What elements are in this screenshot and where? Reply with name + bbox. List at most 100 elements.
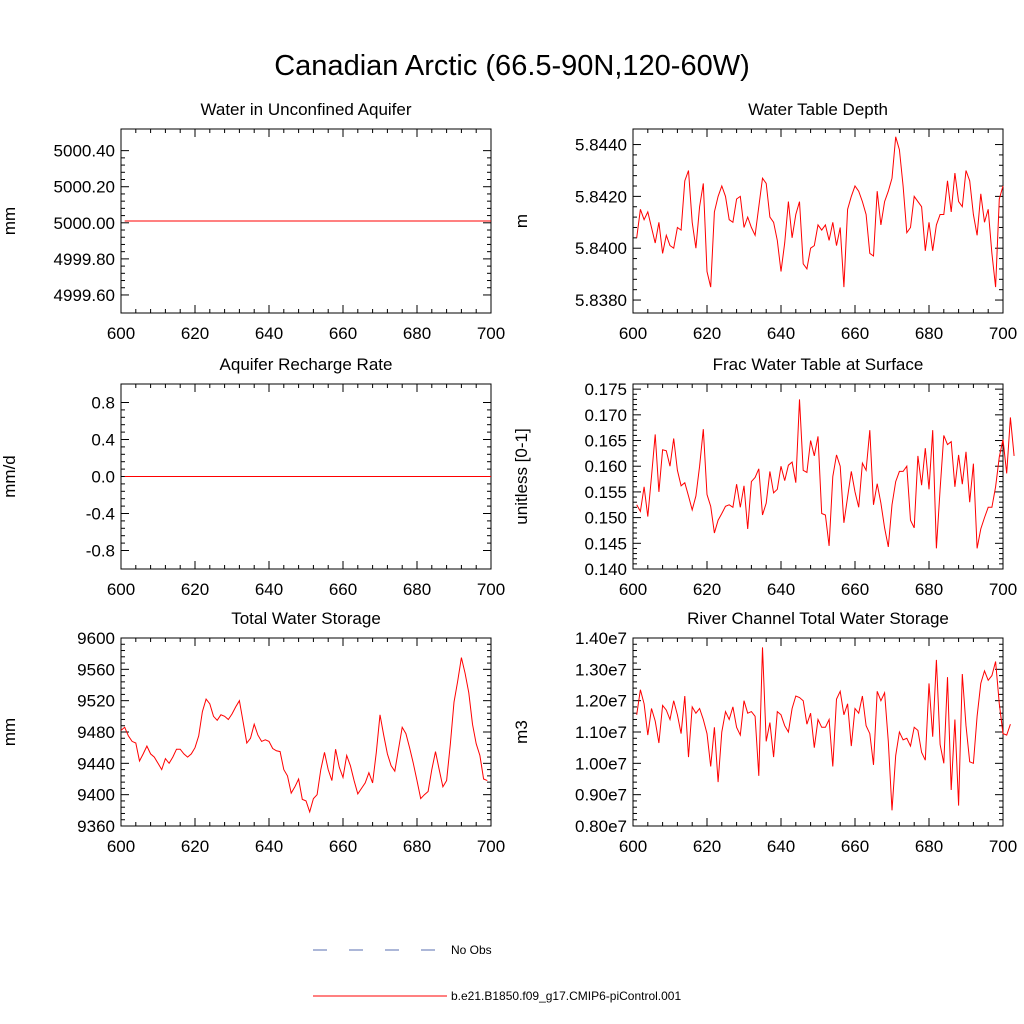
y-tick-label: 0.90e7 [575,786,627,805]
x-tick-label: 620 [181,580,209,599]
y-tick-label: 5.8420 [575,187,627,206]
plot-frame [632,383,1004,570]
y-tick-label: 5.8440 [575,136,627,155]
panel-total-water-storage: Total Water Storage mm 600 620 640 660 680 700 9… [0,609,505,856]
y-tick-label: 1.20e7 [575,692,627,711]
x-tick-label: 700 [477,580,505,599]
x-tick-label: 640 [255,837,283,856]
x-tick-label: 700 [477,324,505,343]
y-tick-label: 1.30e7 [575,660,627,679]
legend-obs-label: No Obs [451,943,492,957]
y-tick-label: 0.8 [91,394,115,413]
y-tick-label: 5.8400 [575,239,627,258]
x-tick-label: 600 [107,324,135,343]
x-tick-label: 700 [989,324,1017,343]
x-tick-label: 680 [915,324,943,343]
y-axis-label: mm [0,718,19,746]
x-tick-label: 640 [767,837,795,856]
y-tick-label: 5000.20 [54,178,115,197]
x-tick-label: 640 [255,580,283,599]
panel-water-table-depth: Water Table Depth m 600 620 640 660 680 700 5.83… [512,100,1017,343]
series-line [636,399,1015,549]
series-line [636,647,1011,811]
y-axis-label: unitless [0-1] [512,428,531,524]
plot-frame [632,637,1004,827]
x-tick-label: 640 [767,580,795,599]
y-tick-label: 0.160 [584,457,627,476]
y-tick-label: 9560 [77,660,115,679]
panel-frac-water-table-at-surface: Frac Water Table at Surface unitless [0-1… [512,355,1017,599]
figure-title: Canadian Arctic (66.5-90N,120-60W) [274,50,750,82]
x-tick-label: 660 [841,324,869,343]
panel-title: Frac Water Table at Surface [713,355,924,374]
x-tick-label: 620 [693,324,721,343]
panel-title: Total Water Storage [231,609,381,628]
x-tick-label: 620 [181,837,209,856]
x-tick-label: 660 [841,580,869,599]
y-tick-label: 9520 [77,692,115,711]
y-tick-label: 0.145 [584,534,627,553]
y-tick-label: 1.10e7 [575,723,627,742]
x-tick-label: 640 [255,324,283,343]
series-line [120,657,488,814]
panel-title: River Channel Total Water Storage [687,609,949,628]
y-tick-label: 0.155 [584,483,627,502]
x-tick-label: 680 [403,837,431,856]
y-axis-label: mm/d [0,455,19,498]
y-tick-label: 9600 [77,629,115,648]
y-tick-label: 4999.60 [54,286,115,305]
y-axis-label: m3 [512,720,531,744]
y-tick-label: 4999.80 [54,250,115,269]
y-tick-label: -0.4 [86,505,115,524]
y-tick-label: 9400 [77,786,115,805]
y-tick-label: 9360 [77,817,115,836]
panel-title: Water in Unconfined Aquifer [200,100,411,119]
x-tick-label: 620 [693,580,721,599]
x-tick-label: 640 [767,324,795,343]
x-tick-label: 660 [841,837,869,856]
y-tick-label: 5000.40 [54,142,115,161]
y-tick-label: 1.40e7 [575,629,627,648]
x-tick-label: 680 [915,837,943,856]
legend-model-label: b.e21.B1850.f09_g17.CMIP6-piControl.001 [451,989,681,1003]
y-axis-label: mm [0,207,19,235]
x-tick-label: 600 [619,324,647,343]
y-tick-label: 0.170 [584,406,627,425]
plot-frame [632,128,1004,314]
x-tick-label: 700 [477,837,505,856]
x-tick-label: 620 [693,837,721,856]
y-tick-label: 0.0 [91,468,115,487]
legend: No Obs b.e21.B1850.f09_g17.CMIP6-piContr… [313,943,681,1003]
y-tick-label: 0.165 [584,432,627,451]
plot-frame [120,637,492,827]
panel-title: Aquifer Recharge Rate [220,355,393,374]
y-tick-label: 0.150 [584,509,627,528]
x-tick-label: 600 [619,837,647,856]
x-tick-label: 680 [403,580,431,599]
y-tick-label: 5.8380 [575,291,627,310]
y-tick-label: 0.140 [584,560,627,579]
panel-aquifer-recharge-rate: Aquifer Recharge Rate mm/d 600 620 640 660 680… [0,355,505,599]
series-line [636,136,1004,288]
x-tick-label: 600 [107,580,135,599]
x-tick-label: 700 [989,580,1017,599]
panel-title: Water Table Depth [748,100,888,119]
x-tick-label: 620 [181,324,209,343]
x-tick-label: 680 [915,580,943,599]
x-tick-label: 700 [989,837,1017,856]
y-tick-label: 9480 [77,723,115,742]
x-tick-label: 600 [107,837,135,856]
x-tick-label: 600 [619,580,647,599]
y-axis-label: m [512,214,531,228]
y-tick-label: 1.00e7 [575,754,627,773]
figure-canvas: Water in Unconfined Aquifer mm 600 620 640 66… [0,100,1017,856]
x-tick-label: 660 [329,324,357,343]
y-tick-label: 5000.00 [54,214,115,233]
y-tick-label: 9440 [77,754,115,773]
x-tick-label: 680 [403,324,431,343]
y-tick-label: 0.175 [584,380,627,399]
y-tick-label: 0.4 [91,431,115,450]
y-tick-label: 0.80e7 [575,817,627,836]
y-tick-label: -0.8 [86,542,115,561]
x-tick-label: 660 [329,837,357,856]
